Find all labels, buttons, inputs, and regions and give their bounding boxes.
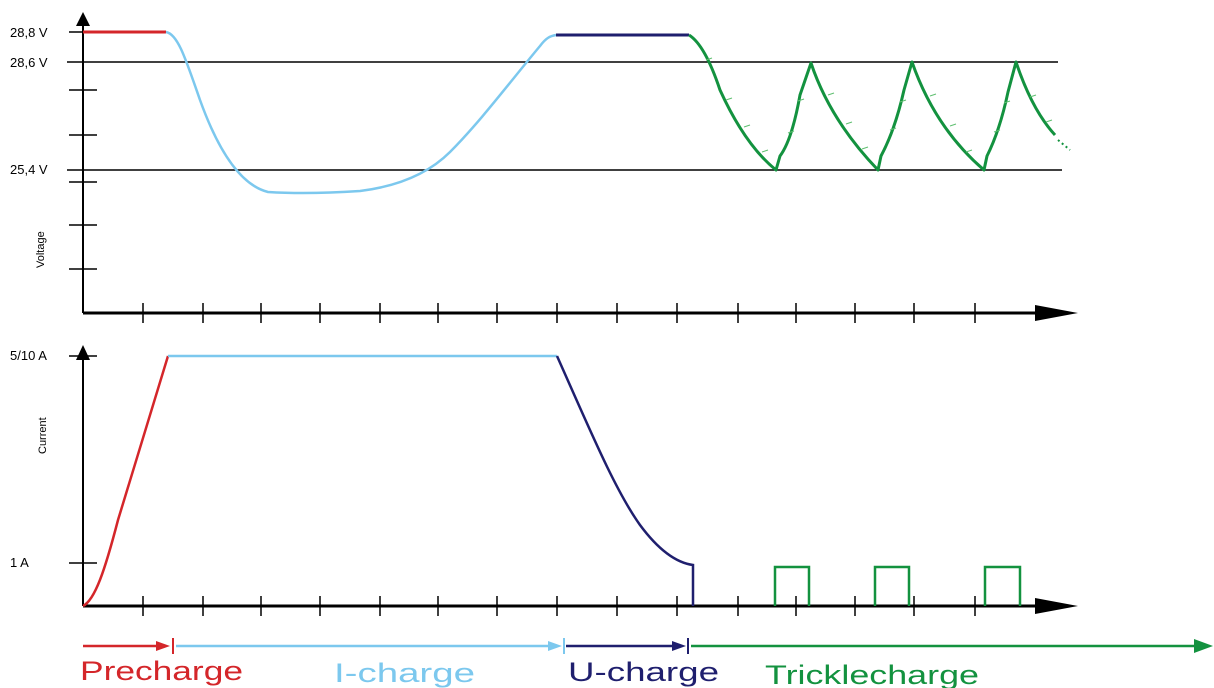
arrow-right-icon [156,641,170,651]
voltage-trickle-curve [688,33,1057,172]
current-tick-1a: 1 A [10,555,29,570]
voltage-tick-25-4: 25,4 V [10,162,48,177]
arrow-right-icon [1035,305,1078,321]
arrow-up-icon [76,345,90,360]
arrow-right-icon [1035,598,1078,614]
current-x-ticks [142,596,976,616]
phase-label-tricklecharge: Tricklecharge [765,660,979,688]
voltage-chart: 28,8 V 28,6 V 25,4 V Voltage [10,12,1078,323]
current-precharge-curve [82,355,170,608]
voltage-x-ticks [142,303,976,323]
arrow-right-icon [1194,639,1213,653]
voltage-tick-28-6: 28,6 V [10,55,48,70]
current-ucharge-curve [555,355,695,606]
arrow-right-icon [672,641,686,651]
phase-timeline: Precharge I-charge U-charge Tricklecharg… [80,638,1213,688]
current-chart: 5/10 A 1 A Current [10,345,1078,616]
voltage-axis-title: Voltage [35,231,47,268]
current-tick-5-10a: 5/10 A [10,348,47,363]
phase-label-icharge: I-charge [334,658,475,688]
voltage-icharge-curve [165,30,557,195]
current-axis-title: Current [37,417,49,454]
arrow-up-icon [76,12,90,26]
current-y-ticks [69,355,97,564]
voltage-trickle-hatch [705,57,1053,153]
voltage-tick-28-8: 28,8 V [10,25,48,40]
current-trickle-pulses [773,565,1022,606]
voltage-trickle-tail [1057,139,1071,151]
arrow-right-icon [548,641,562,651]
phase-label-ucharge: U-charge [568,657,719,687]
phase-label-precharge: Precharge [80,656,243,686]
